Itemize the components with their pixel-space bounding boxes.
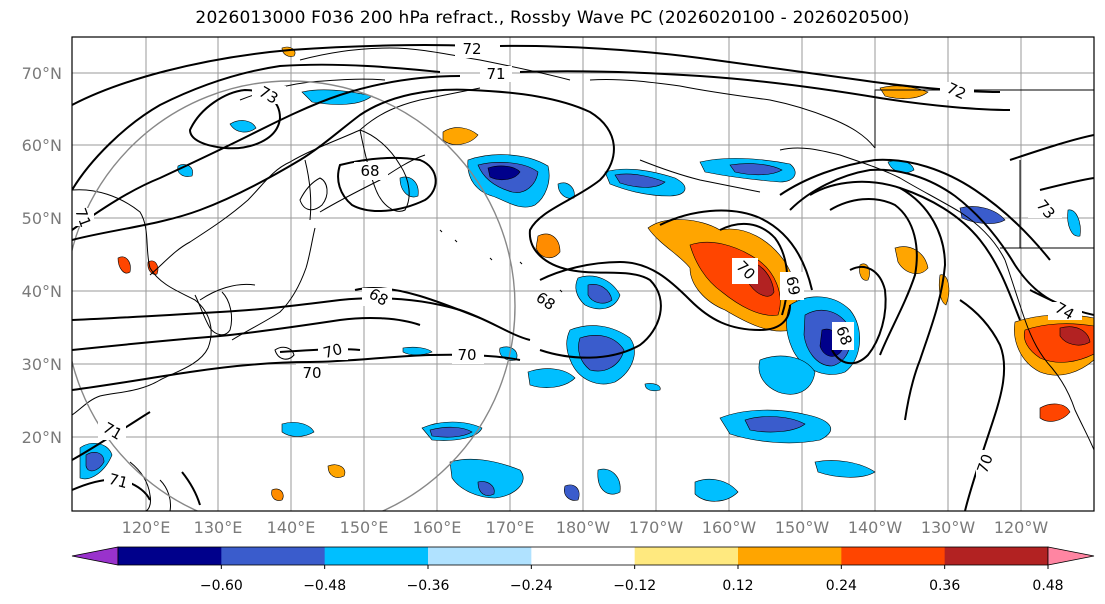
contour-label: 70 [457,346,476,364]
lat-label: 60°N [22,136,62,155]
lon-label: 150°E [340,518,389,537]
colorbar-cell [531,547,636,565]
colorbar-tick-label: −0.60 [200,578,243,594]
lat-label: 30°N [22,355,62,374]
colorbar-tick-label: −0.48 [303,578,346,594]
contour-label: 70 [321,340,344,362]
lon-label: 140°W [848,518,903,537]
lat-label: 50°N [22,209,62,228]
lon-label: 170°E [486,518,535,537]
colorbar-cell [324,547,429,565]
colorbar-cell [944,547,1049,565]
colorbar-max-arrow [1047,546,1095,566]
map-body: 72 71 73 72 68 71 73 68 70 68 69 70 68 [71,37,1094,511]
map-title: 2026013000 F036 200 hPa refract., Rossby… [195,8,910,28]
colorbar-cell [738,547,842,565]
colorbar-cell [221,547,326,565]
lon-label: 160°W [702,518,757,537]
colorbar-cell [118,547,222,565]
latitude-axis: 70°N 60°N 50°N 40°N 30°N 20°N [22,64,62,447]
colorbar-tick-label: −0.12 [613,578,656,594]
lon-label: 140°E [267,518,316,537]
colorbar-min-arrow [71,546,119,566]
lat-label: 40°N [22,282,62,301]
contour-label: 70 [973,452,996,476]
lon-label: 120°E [122,518,171,537]
lon-label: 160°E [413,518,462,537]
lat-label: 20°N [22,428,62,447]
contour-label: 68 [360,162,379,180]
contour-label: 70 [302,364,321,382]
colorbar-tick-label: 0.48 [1032,578,1063,594]
lon-label: 180°W [556,518,611,537]
contour-label: 71 [71,206,94,230]
map-frame [71,36,1095,512]
colorbar-tick-label: −0.24 [510,578,553,594]
contour-label: 69 [782,275,803,297]
colorbar-cell [841,547,946,565]
contour-label: 68 [832,324,855,348]
lon-label: 130°W [921,518,976,537]
reference-circle [72,80,516,511]
colorbar-tick-label: 0.36 [929,578,960,594]
colorbar: −0.60 −0.48 −0.36 −0.24 −0.12 0.12 0.24 0.36 0.4… [71,546,1095,594]
colorbar-tick-label: 0.12 [722,578,753,594]
height-contours [72,44,1094,511]
longitude-axis: 120°E 130°E 140°E 150°E 160°E 170°E 180°… [122,518,1049,537]
colorbar-cell [428,547,532,565]
lon-label: 120°W [994,518,1049,537]
lon-label: 150°W [775,518,830,537]
lon-label: 170°W [629,518,684,537]
colorbar-tick-label: −0.36 [407,578,450,594]
contour-label: 71 [486,65,505,83]
contour-label: 71 [107,470,130,492]
contour-label: 72 [462,40,481,58]
colorbar-cell [634,547,739,565]
lat-label: 70°N [22,64,62,83]
lon-label: 130°E [194,518,243,537]
colorbar-tick-label: 0.24 [826,578,857,594]
